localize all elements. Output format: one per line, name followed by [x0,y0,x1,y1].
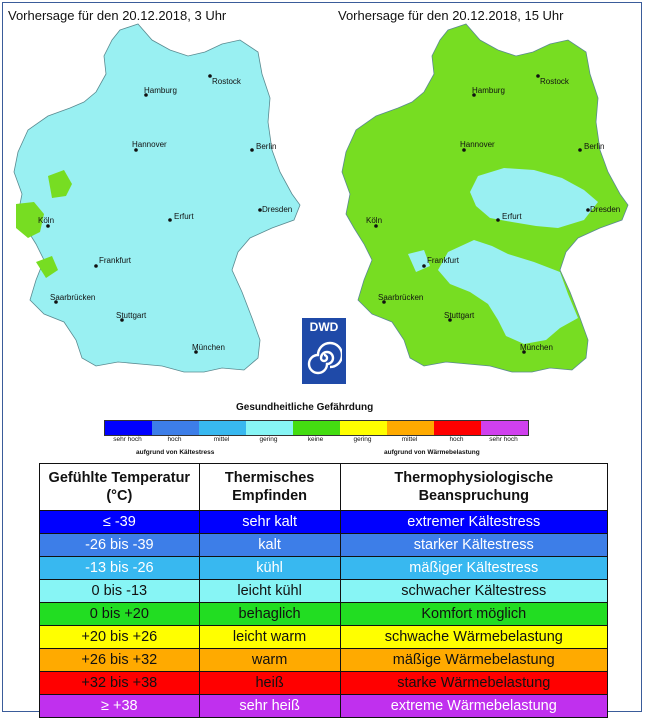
sensation-cell: heiß [198,671,341,695]
city-label-hannover: Hannover [132,140,167,149]
table-row: -13 bis -26 kühl mäßiger Kältestress [39,556,609,580]
legend-label: hoch [449,436,464,443]
strain-cell: mäßiger Kältestress [339,556,609,580]
legend-swatch [340,421,387,435]
strain-cell: schwache Wärmebelastung [339,625,609,649]
temperature-cell: +32 bis +38 [39,671,200,695]
temperature-cell: ≤ -39 [39,510,200,534]
dwd-logo-text: DWD [309,320,339,334]
legend-label: keine [307,436,324,443]
table-row: 0 bis +20 behaglich Komfort möglich [39,602,609,626]
legend-label: mittel [401,436,418,443]
table-row: ≥ +38 sehr heiß extreme Wärmebelastung [39,694,609,718]
forecast-maps: Hamburg Rostock Hannover Berlin Köln Erf… [13,23,629,373]
legend-swatch [481,421,528,435]
strain-cell: Komfort möglich [339,602,609,626]
left-map-comfort-region [16,202,44,238]
temperature-cell: -26 bis -39 [39,533,200,557]
legend-swatch [387,421,434,435]
right-map-title: Vorhersage für den 20.12.2018, 15 Uhr [338,8,564,23]
legend-swatch [293,421,340,435]
city-label-berlin: Berlin [256,142,276,151]
table-row: +20 bis +26 leicht warm schwache Wärmebela… [39,625,609,649]
legend-labels: sehr hoch hoch mittel gering keine gering mitt… [104,436,527,443]
strain-cell: starker Kältestress [339,533,609,557]
city-label-muenchen: München [192,343,225,352]
dwd-spiral-icon [307,341,342,375]
right-map: Hamburg Rostock Hannover Berlin Köln Erf… [341,23,629,373]
city-label-erfurt: Erfurt [174,212,194,221]
strain-cell: extremer Kältestress [339,510,609,534]
temperature-cell: 0 bis +20 [39,602,200,626]
city-label-hamburg: Hamburg [144,86,177,95]
sensation-cell: kühl [198,556,341,580]
city-label-koeln: Köln [366,216,382,225]
sensation-cell: kalt [198,533,341,557]
legend-label: sehr hoch [489,436,518,443]
table-row: +32 bis +38 heiß starke Wärmebelastung [39,671,609,695]
header-strain: Thermophysiologische Beanspruchung [339,463,609,511]
temperature-cell: ≥ +38 [39,694,200,718]
legend-color-bar [104,420,529,436]
legend-label: hoch [167,436,182,443]
city-label-saarbruecken: Saarbrücken [50,293,95,302]
table-header-row: Gefühlte Temperatur (°C) Thermisches Emp… [39,463,609,511]
city-label-frankfurt: Frankfurt [99,256,132,265]
city-label-erfurt: Erfurt [502,212,522,221]
legend-heat-note: aufgrund von Wärmebelastung [384,449,480,456]
sensation-cell: leicht kühl [198,579,341,603]
left-map: Hamburg Rostock Hannover Berlin Köln Erf… [13,23,301,373]
header-temperature: Gefühlte Temperatur (°C) [39,463,200,511]
right-map-cool-region [470,168,598,228]
strain-cell: mäßige Wärmebelastung [339,648,609,672]
legend-label: gering [353,436,372,443]
legend-swatch [152,421,199,435]
city-label-frankfurt: Frankfurt [427,256,460,265]
temperature-cell: -13 bis -26 [39,556,200,580]
strain-cell: extreme Wärmebelastung [339,694,609,718]
table-row: +26 bis +32 warm mäßige Wärmebelastung [39,648,609,672]
legend-label: gering [259,436,278,443]
city-label-berlin: Berlin [584,142,604,151]
left-map-comfort-region [48,170,72,198]
city-label-rostock: Rostock [540,77,570,86]
strain-cell: starke Wärmebelastung [339,671,609,695]
left-map-comfort-region [36,256,58,278]
sensation-cell: warm [198,648,341,672]
sensation-cell: sehr heiß [198,694,341,718]
dwd-logo: DWD [302,318,346,384]
temperature-cell: +26 bis +32 [39,648,200,672]
legend-swatch [246,421,293,435]
city-label-saarbruecken: Saarbrücken [378,293,423,302]
sensation-cell: behaglich [198,602,341,626]
city-label-hannover: Hannover [460,140,495,149]
strain-cell: schwacher Kältestress [339,579,609,603]
legend-swatch [199,421,246,435]
thermal-scale-table: Gefühlte Temperatur (°C) Thermisches Emp… [39,463,609,718]
legend-label: sehr hoch [113,436,142,443]
city-label-koeln: Köln [38,216,54,225]
table-row: -26 bis -39 kalt starker Kältestress [39,533,609,557]
city-label-dresden: Dresden [590,205,620,214]
temperature-cell: 0 bis -13 [39,579,200,603]
legend-swatch [434,421,481,435]
sensation-cell: sehr kalt [198,510,341,534]
sensation-cell: leicht warm [198,625,341,649]
legend-title: Gesundheitliche Gefährdung [236,402,374,413]
city-label-stuttgart: Stuttgart [444,311,475,320]
table-row: 0 bis -13 leicht kühl schwacher Kältestres… [39,579,609,603]
city-label-hamburg: Hamburg [472,86,505,95]
city-label-muenchen: München [520,343,553,352]
table-row: ≤ -39 sehr kalt extremer Kältestress [39,510,609,534]
city-label-stuttgart: Stuttgart [116,311,147,320]
legend-label: mittel [213,436,230,443]
legend-swatch [105,421,152,435]
header-sensation: Thermisches Empfinden [198,463,341,511]
city-label-rostock: Rostock [212,77,242,86]
left-map-title: Vorhersage für den 20.12.2018, 3 Uhr [8,8,227,23]
legend-cold-note: aufgrund von Kältestress [136,449,215,456]
right-map-cool-region [438,240,578,344]
city-label-dresden: Dresden [262,205,292,214]
temperature-cell: +20 bis +26 [39,625,200,649]
